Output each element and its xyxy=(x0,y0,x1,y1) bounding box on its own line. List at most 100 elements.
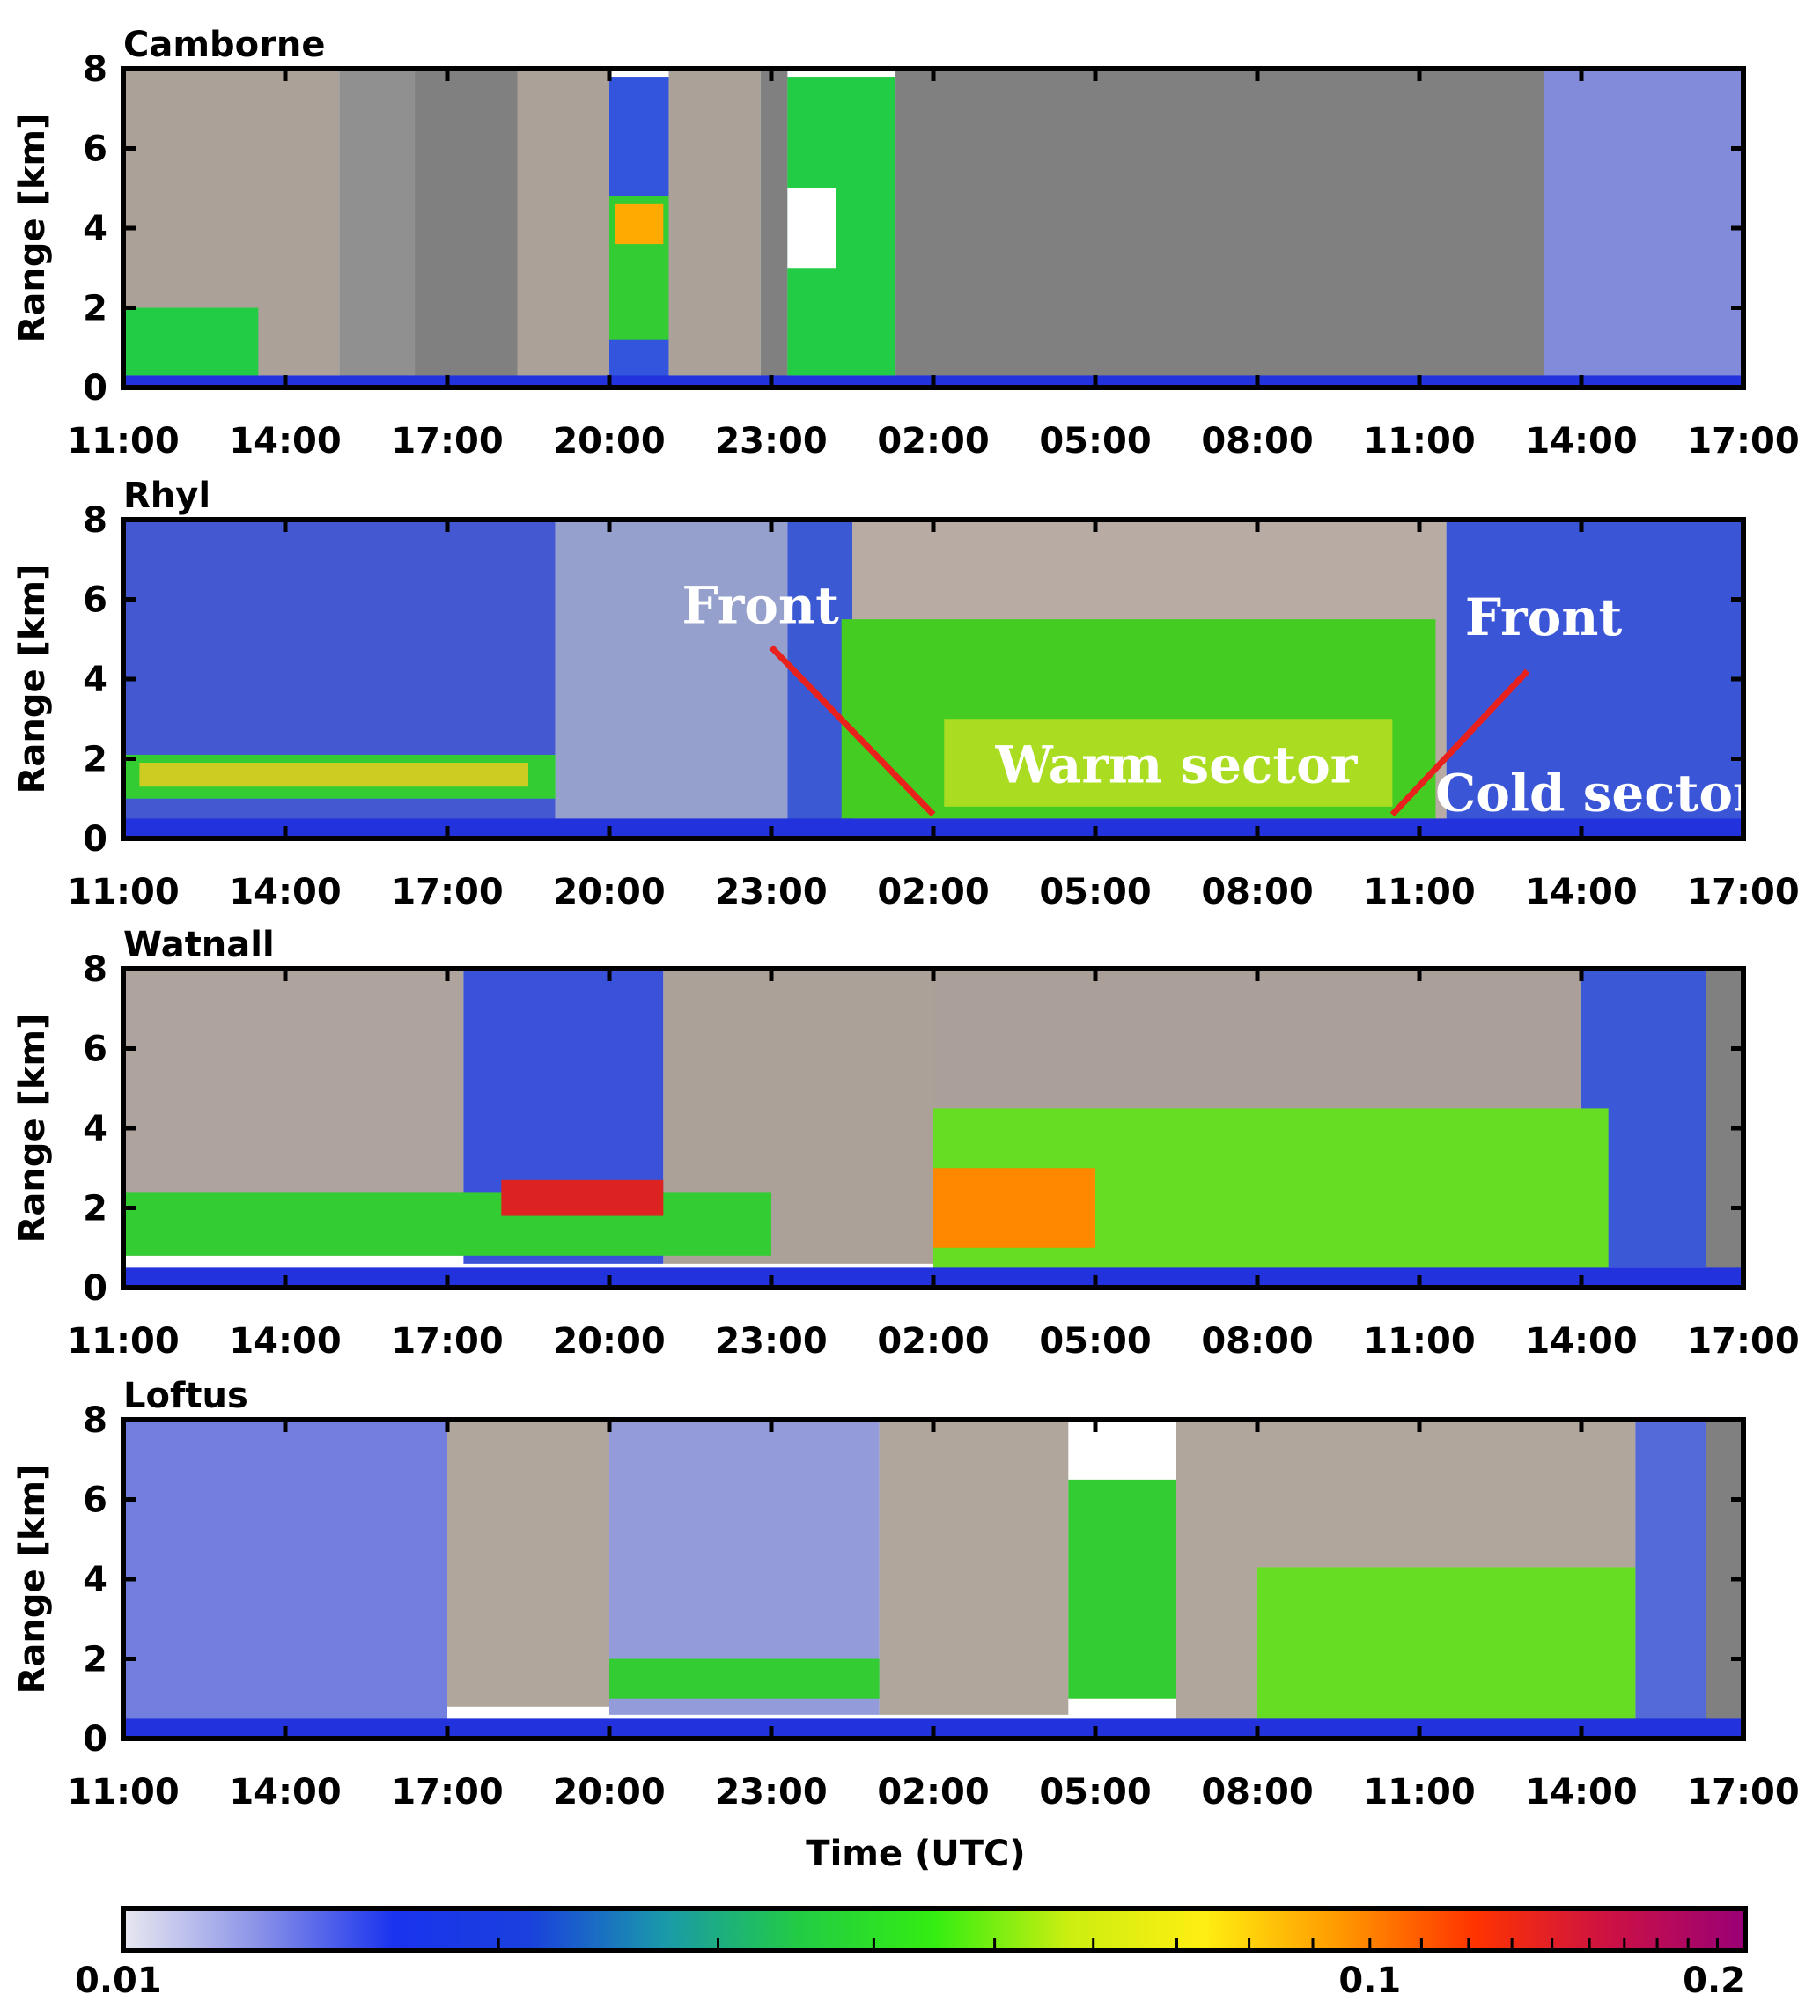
layer-gap xyxy=(895,69,1544,388)
y-tick-label: 8 xyxy=(83,1400,107,1441)
x-tick-label: 11:00 xyxy=(1363,872,1475,912)
x-tick-label: 11:00 xyxy=(67,872,179,912)
panel-title: Camborne xyxy=(123,25,325,65)
y-tick-label: 6 xyxy=(83,1481,107,1521)
y-tick-label: 4 xyxy=(83,660,107,700)
x-axis-label: Time (UTC) xyxy=(806,1834,1025,1874)
x-tick-label: 05:00 xyxy=(1039,872,1151,912)
colorbar-label: 0.1 xyxy=(1338,1961,1401,2001)
y-tick-label: 0 xyxy=(83,368,107,409)
x-tick-label: 08:00 xyxy=(1201,1772,1313,1813)
y-tick-label: 8 xyxy=(83,949,107,990)
layer-noise xyxy=(447,1420,609,1707)
x-tick-label: 02:00 xyxy=(877,872,989,912)
x-tick-label: 17:00 xyxy=(391,1772,503,1813)
x-tick-label: 14:00 xyxy=(229,872,341,912)
x-tick-label: 17:00 xyxy=(1687,872,1799,912)
layer-noise xyxy=(879,1420,1069,1715)
x-tick-label: 14:00 xyxy=(1525,421,1637,462)
x-tick-label: 05:00 xyxy=(1039,421,1151,462)
x-tick-label: 11:00 xyxy=(67,1321,179,1362)
layer-aerosol xyxy=(501,1179,664,1216)
panel-title: Watnall xyxy=(123,925,275,965)
x-tick-label: 17:00 xyxy=(391,421,503,462)
layer-cloud xyxy=(1068,1479,1176,1699)
x-tick-label: 11:00 xyxy=(1363,421,1475,462)
panel-title: Rhyl xyxy=(123,476,210,516)
x-tick-label: 14:00 xyxy=(229,421,341,462)
y-tick-label: 2 xyxy=(83,1189,107,1230)
x-tick-label: 08:00 xyxy=(1201,872,1313,912)
layer-noise xyxy=(555,520,788,827)
data-layers xyxy=(123,969,1743,1288)
x-tick-label: 20:00 xyxy=(553,1321,665,1362)
layer-noise xyxy=(1544,69,1743,388)
x-tick-label: 20:00 xyxy=(553,872,665,912)
layer-aerosol xyxy=(123,1192,771,1256)
y-axis-label: Range [km] xyxy=(12,1465,53,1695)
x-tick-label: 14:00 xyxy=(1525,872,1637,912)
y-tick-label: 4 xyxy=(83,209,107,249)
y-tick-label: 8 xyxy=(83,49,107,90)
y-tick-label: 2 xyxy=(83,1640,107,1680)
colorbar: 0.01 0.1 0.2 xyxy=(75,1906,1748,2001)
layer-noise xyxy=(668,69,761,380)
y-tick-label: 6 xyxy=(83,580,107,621)
panel-camborne: Camborne 0 2 4 6 8 Range [km] 11:00 14:00 17:00 20… xyxy=(12,25,1800,462)
data-layers xyxy=(123,69,1743,388)
data-layers xyxy=(123,1420,1743,1739)
y-tick-label: 6 xyxy=(83,1030,107,1070)
y-axis-label: Range [km] xyxy=(12,114,53,343)
x-tick-label: 11:00 xyxy=(1363,1772,1475,1813)
layer-gap xyxy=(760,69,788,388)
x-tick-label: 02:00 xyxy=(877,1772,989,1813)
x-tick-label: 17:00 xyxy=(391,1321,503,1362)
y-axis-label: Range [km] xyxy=(12,1014,53,1244)
x-tick-label: 14:00 xyxy=(1525,1321,1637,1362)
layer-noise xyxy=(1446,520,1743,827)
x-tick-label: 05:00 xyxy=(1039,1321,1151,1362)
x-tick-label: 17:00 xyxy=(1687,1321,1799,1362)
layer-gap xyxy=(415,69,518,388)
front-line xyxy=(1389,668,1530,817)
y-tick-label: 4 xyxy=(83,1560,107,1600)
y-tick-label: 0 xyxy=(83,1268,107,1309)
x-tick-label: 11:00 xyxy=(1363,1321,1475,1362)
layer-cloud xyxy=(615,203,664,245)
layer-warm-sector-cloud xyxy=(944,719,1393,807)
x-tick-label: 23:00 xyxy=(715,1321,827,1362)
x-tick-label: 11:00 xyxy=(67,1772,179,1813)
x-tick-label: 23:00 xyxy=(715,1772,827,1813)
x-tick-label: 23:00 xyxy=(715,872,827,912)
panel-watnall: Watnall 0 2 4 6 8 Range [km] 11:00 14:00 17:00 20:… xyxy=(12,925,1800,1362)
layer-cloud xyxy=(1257,1567,1636,1723)
y-tick-label: 8 xyxy=(83,500,107,541)
x-tick-label: 14:00 xyxy=(229,1321,341,1362)
layer-boundary-layer xyxy=(139,763,528,787)
layer-cloud xyxy=(933,1168,1095,1248)
x-tick-label: 14:00 xyxy=(1525,1772,1637,1813)
x-tick-label: 08:00 xyxy=(1201,1321,1313,1362)
layer-noise xyxy=(123,1420,447,1727)
y-tick-label: 0 xyxy=(83,1719,107,1760)
x-tick-label: 05:00 xyxy=(1039,1772,1151,1813)
y-tick-label: 0 xyxy=(83,819,107,860)
colorbar-gradient xyxy=(121,1906,1748,1953)
x-tick-label: 17:00 xyxy=(1687,1772,1799,1813)
layer-aerosol xyxy=(609,1658,880,1699)
colorbar-label: 0.2 xyxy=(1683,1961,1745,2001)
x-tick-label: 14:00 xyxy=(229,1772,341,1813)
y-axis-label: Range [km] xyxy=(12,565,53,794)
x-tick-label: 02:00 xyxy=(877,1321,989,1362)
x-tick-label: 20:00 xyxy=(553,421,665,462)
panel-title: Loftus xyxy=(123,1376,248,1416)
data-layers xyxy=(123,520,1743,838)
x-tick-label: 02:00 xyxy=(877,421,989,462)
layer-noise xyxy=(1635,1420,1706,1727)
x-tick-label: 23:00 xyxy=(715,421,827,462)
y-tick-label: 4 xyxy=(83,1109,107,1149)
y-tick-label: 2 xyxy=(83,289,107,329)
x-tick-label: 08:00 xyxy=(1201,421,1313,462)
annotation-label: Front xyxy=(1465,587,1623,647)
